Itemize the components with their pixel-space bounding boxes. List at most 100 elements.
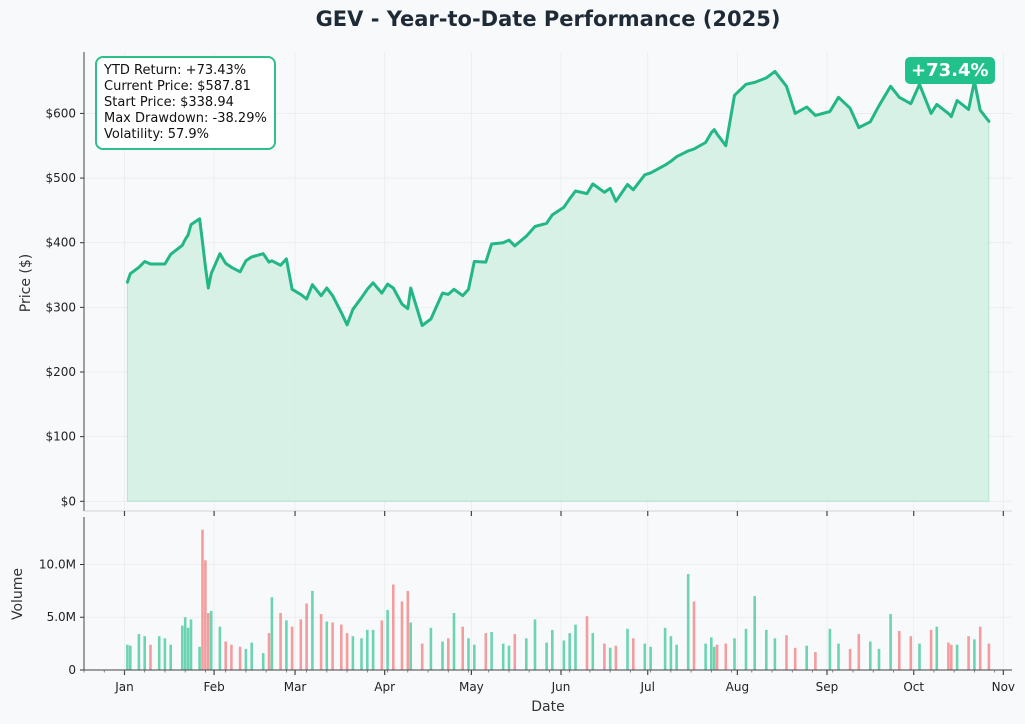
volume-bar [501,643,505,670]
volume-bar [473,644,476,670]
volume-bar [773,638,777,670]
volume-bar [386,609,389,670]
volume-bar [207,613,210,670]
volume-bar [183,617,187,670]
volume-bar [204,560,207,670]
volume-bar [513,634,517,670]
volume-bar [744,628,748,670]
volume-bar [507,645,511,670]
volume-bar [828,628,832,670]
volume-bar [525,638,528,670]
volume-gridlines [84,517,1012,671]
volume-bar [143,636,146,670]
stats-box: YTD Return: +73.43% Current Price: $587.… [95,56,276,150]
price-y-ticks: $0 $100 $200 $300 $400 $500 $600 [45,106,84,508]
date-x-tick-label: Feb [203,680,224,694]
volume-bar [406,590,410,670]
volume-bar [715,644,719,670]
volume-bar [955,644,959,670]
ytd-return-stat: YTD Return: +73.43% [104,63,247,78]
price-y-tick-label: $600 [45,106,76,120]
volume-bar [814,652,817,670]
volume-bar [967,636,970,670]
volume-bar [785,635,788,670]
volume-bar [686,574,690,670]
volume-bar [163,638,167,670]
volume-bar [461,626,464,670]
volume-bar [261,653,265,670]
volume-bar [392,584,395,670]
volume-bar [467,638,470,670]
date-x-tick-label: Mar [284,680,307,694]
volume-bar [663,627,667,670]
chart-title: GEV - Year-to-Date Performance (2025) [316,7,781,31]
volume-bar [877,648,881,670]
volume-bar [181,625,184,670]
volume-bar [484,633,488,670]
volume-bar [918,643,921,670]
volume-bar [149,644,152,670]
volume-bar [441,641,444,670]
volume-bar [692,601,696,670]
volume-bar [420,643,424,670]
volume-bar [753,596,756,670]
volume-bar [632,638,635,670]
volume-bar [400,601,404,670]
volume-y-tick-label: 10.0M [39,557,76,571]
volume-bar [574,624,577,670]
volume-bar [603,643,606,670]
volume-bar [533,619,537,670]
volume-bar [279,613,282,670]
date-x-tick-label: Apr [374,680,395,694]
volume-bars [126,529,991,670]
volume-bar [366,629,369,670]
volume-bar [238,646,242,670]
date-x-tick-label: May [459,680,484,694]
volume-bar [126,644,129,670]
price-y-tick-label: $300 [45,300,76,314]
volume-bar [209,610,213,670]
volume-bar [950,644,953,670]
price-y-tick-label: $400 [45,236,76,250]
volume-bar [805,645,808,670]
volume-bar [270,597,274,670]
volume-bar [562,640,566,670]
volume-bar [793,647,797,670]
volume-bar [733,638,736,670]
price-line [125,69,991,327]
date-x-tick-label: Oct [903,680,924,694]
volume-bar [857,634,861,670]
volume-bar [267,633,271,670]
volume-bar [568,633,571,670]
volume-bar [947,642,950,670]
date-x-axis-title: Date [531,699,564,715]
volume-bar [848,648,852,670]
volume-bar [429,627,433,670]
volume-bar [218,626,222,670]
volume-y-axis-title: Volume [10,568,26,620]
volume-bar [545,642,548,670]
axes [83,52,1012,671]
volume-bar [649,646,652,670]
volume-bar [186,627,190,670]
volume-bar [371,629,375,670]
price-y-tick-label: $200 [45,365,76,379]
volume-bar [626,628,629,670]
ytd-return-badge: +73.4% [905,57,995,84]
volume-bar [837,643,840,670]
volume-bar [675,644,678,670]
volume-bar [447,638,450,670]
volume-bar [614,645,618,670]
volume-bar [909,636,913,670]
volume-bar [551,629,554,670]
volume-bar [201,529,204,670]
date-x-tick-label: Jun [551,680,571,694]
volume-bar [299,619,303,670]
volume-bar [305,603,308,670]
volume-bar [608,647,612,670]
volume-bar [710,637,713,670]
volume-bar [230,644,233,670]
volume-bar [643,643,647,670]
volume-bar [285,620,288,670]
